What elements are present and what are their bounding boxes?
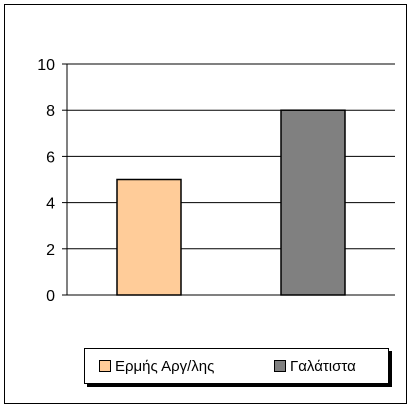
axes [62, 63, 395, 296]
bar-1 [116, 178, 182, 296]
y-tick-labels: 0 2 4 6 8 10 [37, 57, 55, 305]
legend-item-1: Ερμής Αργ/λης [99, 358, 214, 375]
gridlines [67, 63, 395, 250]
y-tick-label-8: 8 [46, 103, 55, 120]
y-tick-label-4: 4 [46, 196, 55, 213]
legend-label-2: Γαλάτιστα [290, 357, 356, 375]
bars [116, 109, 346, 296]
y-tick-label-2: 2 [46, 242, 55, 259]
legend-label-1: Ερμής Αργ/λης [115, 357, 215, 375]
legend-swatch-2 [274, 360, 286, 372]
y-tick-label-6: 6 [46, 149, 55, 166]
legend: Ερμής Αργ/λης Γαλάτιστα [84, 348, 389, 384]
bar-2 [280, 109, 346, 296]
legend-swatch-1 [99, 360, 111, 372]
y-tick-label-10: 10 [37, 57, 55, 74]
legend-item-2: Γαλάτιστα [274, 358, 356, 375]
y-tick-label-0: 0 [46, 288, 55, 305]
